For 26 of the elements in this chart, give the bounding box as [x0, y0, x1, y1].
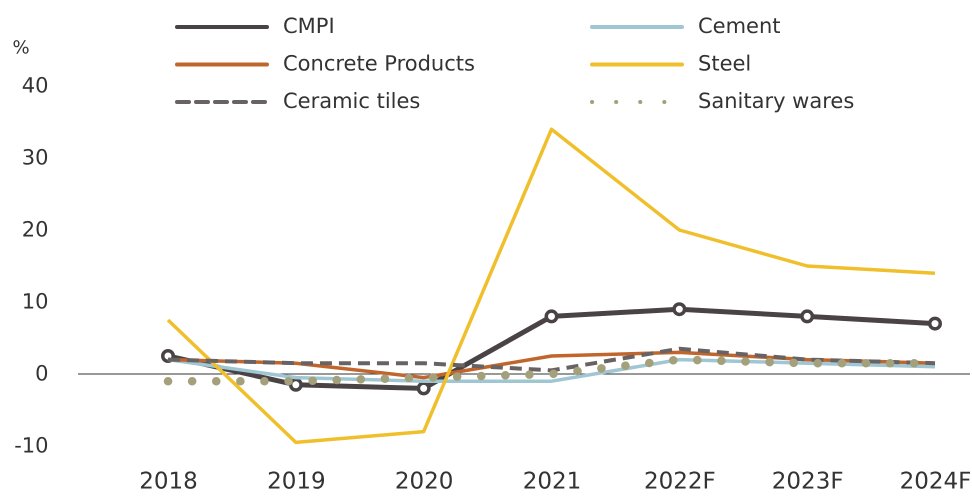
x-tick-label: 2023F: [772, 468, 844, 494]
x-tick-label: 2018: [139, 468, 198, 494]
point: [544, 309, 558, 324]
line-series: [166, 127, 937, 444]
y-tick-label: -10: [14, 434, 48, 458]
y-tick-label: 20: [22, 218, 48, 242]
x-tick-label: 2021: [522, 468, 582, 494]
point: [416, 381, 431, 396]
legend-label: Cement: [698, 14, 781, 38]
x-tick-label: 2020: [394, 468, 454, 494]
y-tick-label: 0: [35, 362, 48, 386]
x-tick-label: 2022F: [644, 468, 716, 494]
legend-label: Concrete Products: [283, 52, 475, 76]
legend-label: CMPI: [283, 14, 335, 38]
x-tick-label: 2024F: [900, 468, 972, 494]
point: [672, 302, 686, 316]
x-tick-label: 2019: [267, 468, 326, 494]
legend-label: Steel: [698, 52, 752, 76]
point: [800, 309, 814, 324]
legend-label: Ceramic tiles: [283, 89, 420, 113]
point: [928, 316, 942, 331]
y-tick-label: 40: [22, 74, 48, 98]
y-tick-label: 10: [22, 290, 48, 314]
y-axis-title: %: [12, 38, 30, 58]
legend-label: Sanitary wares: [698, 89, 854, 113]
y-tick-label: 30: [22, 146, 48, 170]
